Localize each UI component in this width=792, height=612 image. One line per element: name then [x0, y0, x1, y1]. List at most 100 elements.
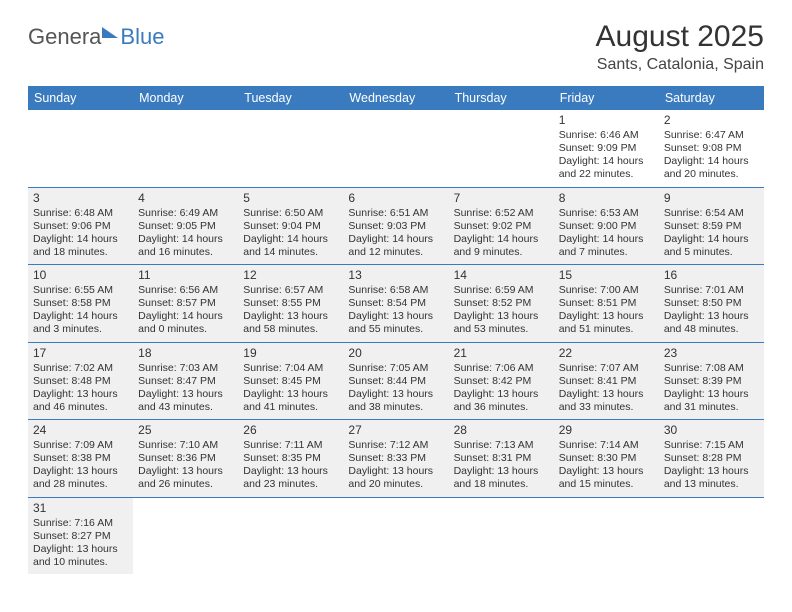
day-cell: 23Sunrise: 7:08 AMSunset: 8:39 PMDayligh… — [659, 343, 764, 420]
day-cell: 26Sunrise: 7:11 AMSunset: 8:35 PMDayligh… — [238, 420, 343, 497]
day-number: 13 — [348, 268, 443, 283]
empty-cell — [238, 110, 343, 187]
sunrise-text: Sunrise: 6:51 AM — [348, 207, 443, 220]
sunset-text: Sunset: 8:55 PM — [243, 297, 338, 310]
sunrise-text: Sunrise: 7:04 AM — [243, 362, 338, 375]
day-cell: 27Sunrise: 7:12 AMSunset: 8:33 PMDayligh… — [343, 420, 448, 497]
sunrise-text: Sunrise: 6:57 AM — [243, 284, 338, 297]
sunrise-text: Sunrise: 6:50 AM — [243, 207, 338, 220]
sunset-text: Sunset: 9:02 PM — [454, 220, 549, 233]
day-cell: 5Sunrise: 6:50 AMSunset: 9:04 PMDaylight… — [238, 188, 343, 265]
daylight1-text: Daylight: 14 hours — [559, 233, 654, 246]
week-row: 1Sunrise: 6:46 AMSunset: 9:09 PMDaylight… — [28, 110, 764, 188]
daylight1-text: Daylight: 13 hours — [559, 465, 654, 478]
daylight2-text: and 33 minutes. — [559, 401, 654, 414]
sunrise-text: Sunrise: 7:07 AM — [559, 362, 654, 375]
week-row: 3Sunrise: 6:48 AMSunset: 9:06 PMDaylight… — [28, 188, 764, 266]
daylight1-text: Daylight: 14 hours — [348, 233, 443, 246]
sunrise-text: Sunrise: 6:56 AM — [138, 284, 233, 297]
daylight1-text: Daylight: 13 hours — [243, 465, 338, 478]
daylight1-text: Daylight: 13 hours — [33, 465, 128, 478]
sunset-text: Sunset: 8:57 PM — [138, 297, 233, 310]
week-row: 17Sunrise: 7:02 AMSunset: 8:48 PMDayligh… — [28, 343, 764, 421]
day-number: 12 — [243, 268, 338, 283]
day-cell: 22Sunrise: 7:07 AMSunset: 8:41 PMDayligh… — [554, 343, 659, 420]
daylight1-text: Daylight: 13 hours — [454, 465, 549, 478]
day-cell: 14Sunrise: 6:59 AMSunset: 8:52 PMDayligh… — [449, 265, 554, 342]
daylight1-text: Daylight: 13 hours — [559, 388, 654, 401]
sunrise-text: Sunrise: 6:55 AM — [33, 284, 128, 297]
sunrise-text: Sunrise: 6:58 AM — [348, 284, 443, 297]
sunset-text: Sunset: 8:41 PM — [559, 375, 654, 388]
daylight2-text: and 10 minutes. — [33, 556, 128, 569]
day-number: 1 — [559, 113, 654, 128]
day-number: 11 — [138, 268, 233, 283]
sunset-text: Sunset: 9:04 PM — [243, 220, 338, 233]
daylight2-text: and 14 minutes. — [243, 246, 338, 259]
day-cell: 29Sunrise: 7:14 AMSunset: 8:30 PMDayligh… — [554, 420, 659, 497]
sunrise-text: Sunrise: 7:16 AM — [33, 517, 128, 530]
day-number: 17 — [33, 346, 128, 361]
sunrise-text: Sunrise: 6:46 AM — [559, 129, 654, 142]
daylight1-text: Daylight: 13 hours — [559, 310, 654, 323]
day-number: 21 — [454, 346, 549, 361]
daylight2-text: and 22 minutes. — [559, 168, 654, 181]
day-cell: 30Sunrise: 7:15 AMSunset: 8:28 PMDayligh… — [659, 420, 764, 497]
day-header: Saturday — [659, 86, 764, 110]
daylight2-text: and 15 minutes. — [559, 478, 654, 491]
day-number: 22 — [559, 346, 654, 361]
daylight1-text: Daylight: 13 hours — [348, 388, 443, 401]
day-number: 29 — [559, 423, 654, 438]
day-cell: 11Sunrise: 6:56 AMSunset: 8:57 PMDayligh… — [133, 265, 238, 342]
sunrise-text: Sunrise: 7:12 AM — [348, 439, 443, 452]
daylight2-text: and 53 minutes. — [454, 323, 549, 336]
sunset-text: Sunset: 9:06 PM — [33, 220, 128, 233]
daylight1-text: Daylight: 13 hours — [243, 310, 338, 323]
page-title: August 2025 — [596, 20, 764, 54]
daylight2-text: and 3 minutes. — [33, 323, 128, 336]
day-number: 9 — [664, 191, 759, 206]
logo: Genera Blue — [28, 24, 164, 50]
daylight2-text: and 12 minutes. — [348, 246, 443, 259]
day-cell: 25Sunrise: 7:10 AMSunset: 8:36 PMDayligh… — [133, 420, 238, 497]
daylight2-text: and 28 minutes. — [33, 478, 128, 491]
sunset-text: Sunset: 8:27 PM — [33, 530, 128, 543]
sunset-text: Sunset: 8:52 PM — [454, 297, 549, 310]
logo-triangle-icon — [102, 27, 118, 38]
header: Genera Blue August 2025 Sants, Catalonia… — [0, 0, 792, 82]
day-number: 20 — [348, 346, 443, 361]
sunset-text: Sunset: 8:39 PM — [664, 375, 759, 388]
day-header: Monday — [133, 86, 238, 110]
sunrise-text: Sunrise: 7:15 AM — [664, 439, 759, 452]
daylight2-text: and 58 minutes. — [243, 323, 338, 336]
sunset-text: Sunset: 8:38 PM — [33, 452, 128, 465]
day-header: Tuesday — [238, 86, 343, 110]
empty-cell — [343, 110, 448, 187]
sunrise-text: Sunrise: 7:14 AM — [559, 439, 654, 452]
sunset-text: Sunset: 8:59 PM — [664, 220, 759, 233]
sunset-text: Sunset: 9:00 PM — [559, 220, 654, 233]
daylight1-text: Daylight: 13 hours — [243, 388, 338, 401]
sunset-text: Sunset: 8:54 PM — [348, 297, 443, 310]
day-number: 7 — [454, 191, 549, 206]
empty-cell — [238, 498, 343, 575]
sunrise-text: Sunrise: 7:01 AM — [664, 284, 759, 297]
sunrise-text: Sunrise: 7:09 AM — [33, 439, 128, 452]
sunset-text: Sunset: 8:31 PM — [454, 452, 549, 465]
day-cell: 28Sunrise: 7:13 AMSunset: 8:31 PMDayligh… — [449, 420, 554, 497]
day-cell: 6Sunrise: 6:51 AMSunset: 9:03 PMDaylight… — [343, 188, 448, 265]
sunrise-text: Sunrise: 7:00 AM — [559, 284, 654, 297]
empty-cell — [133, 110, 238, 187]
daylight2-text: and 18 minutes. — [33, 246, 128, 259]
daylight1-text: Daylight: 14 hours — [664, 155, 759, 168]
day-number: 18 — [138, 346, 233, 361]
day-number: 25 — [138, 423, 233, 438]
sunset-text: Sunset: 8:33 PM — [348, 452, 443, 465]
day-cell: 16Sunrise: 7:01 AMSunset: 8:50 PMDayligh… — [659, 265, 764, 342]
day-cell: 7Sunrise: 6:52 AMSunset: 9:02 PMDaylight… — [449, 188, 554, 265]
day-cell: 10Sunrise: 6:55 AMSunset: 8:58 PMDayligh… — [28, 265, 133, 342]
sunset-text: Sunset: 9:03 PM — [348, 220, 443, 233]
daylight1-text: Daylight: 13 hours — [664, 465, 759, 478]
daylight2-text: and 46 minutes. — [33, 401, 128, 414]
day-number: 16 — [664, 268, 759, 283]
